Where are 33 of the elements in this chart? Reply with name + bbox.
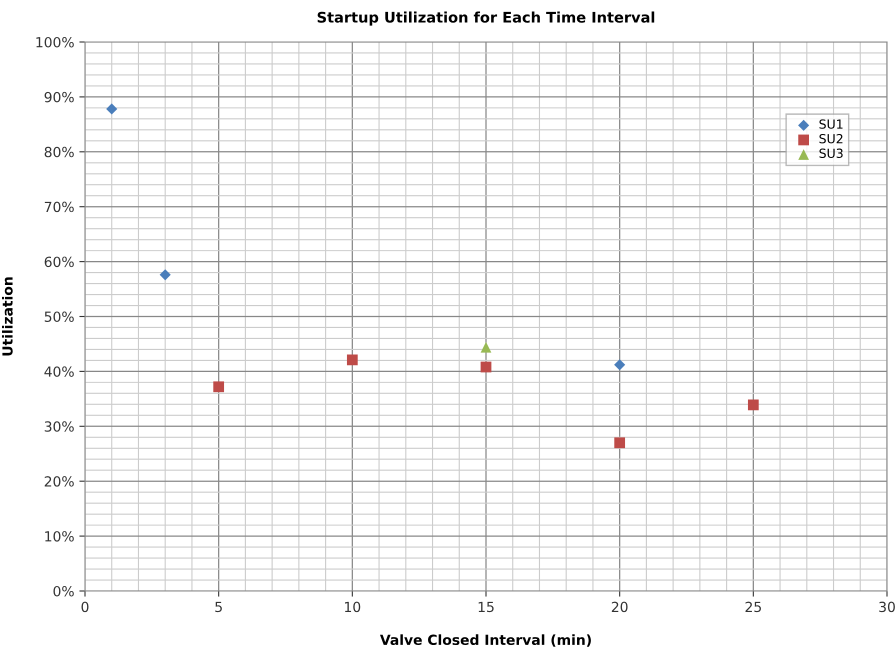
- x-tick-label: 10: [345, 602, 360, 612]
- y-tick-label: 100%: [36, 36, 74, 48]
- point: [748, 400, 759, 410]
- point: [614, 437, 626, 448]
- point: [480, 342, 492, 353]
- y-tick-label: 70%: [44, 202, 74, 212]
- y-tick-label: 10%: [45, 531, 74, 542]
- x-tick-label: 25: [746, 602, 761, 612]
- point: [480, 362, 492, 372]
- y-tick-label: 30%: [44, 421, 74, 432]
- y-tick-label: 20%: [44, 476, 74, 487]
- y-tick-label: 0%: [53, 586, 74, 596]
- y-tick-label: 90%: [44, 92, 74, 102]
- point: [160, 269, 171, 280]
- chart-title: Startup Utilization for Each Time Interval: [318, 11, 654, 26]
- point: [106, 103, 118, 115]
- y-tick-label: 40%: [44, 366, 74, 377]
- x-axis-title: Valve Closed Interval (min): [380, 634, 591, 647]
- legend-label: SU2: [819, 134, 842, 144]
- point: [614, 359, 626, 370]
- y-tick-label: 50%: [44, 311, 74, 322]
- x-tick-label: 0: [81, 602, 88, 612]
- legend-label: SU1: [819, 119, 843, 129]
- y-tick-label: 80%: [44, 146, 74, 158]
- legend-label: SU3: [819, 148, 843, 158]
- y-tick-label: 60%: [44, 256, 74, 268]
- point: [346, 354, 358, 366]
- x-tick-label: 15: [478, 602, 494, 612]
- x-tick-label: 20: [612, 602, 628, 612]
- x-tick-label: 30: [879, 602, 895, 612]
- x-tick-label: 5: [215, 602, 222, 612]
- y-axis-title: Utilization: [2, 277, 13, 356]
- point: [213, 381, 224, 392]
